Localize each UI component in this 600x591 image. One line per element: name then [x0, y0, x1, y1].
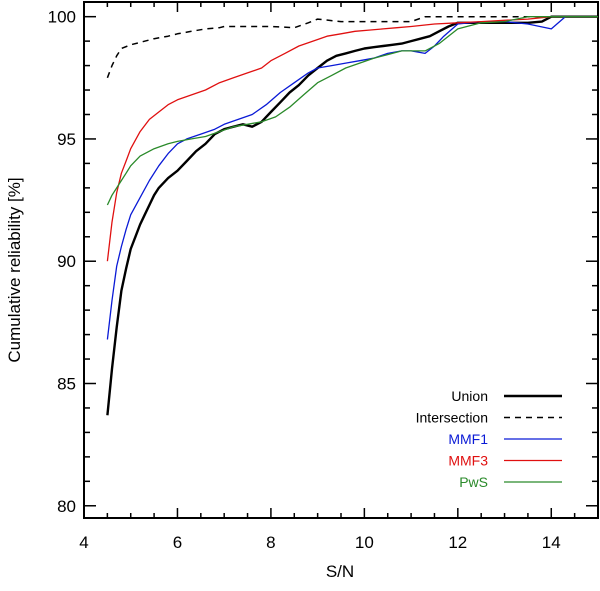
- y-tick-label: 100: [48, 8, 76, 27]
- axes: 4 6 8 10 12 14 80 85 90 95 100: [48, 1, 599, 552]
- x-tick-label: 10: [355, 533, 374, 552]
- legend-label-mmf3: MMF3: [448, 453, 488, 469]
- y-tick-label: 80: [57, 497, 76, 516]
- y-tick-label: 95: [57, 130, 76, 149]
- legend-label-intersection: Intersection: [416, 410, 488, 426]
- y-tick-label: 90: [57, 252, 76, 271]
- x-tick-label: 6: [173, 533, 182, 552]
- x-tick-label: 12: [448, 533, 467, 552]
- series-line-intersection: [106, 15, 598, 79]
- legend: Union Intersection MMF1 MMF3 PwS: [416, 388, 562, 490]
- x-tick-label: 4: [79, 533, 88, 552]
- legend-label-union: Union: [451, 388, 488, 404]
- x-tick-label: 8: [266, 533, 275, 552]
- series-line-mmf1: [106, 16, 598, 340]
- x-axis-title: S/N: [326, 562, 354, 581]
- x-tick-label: 14: [542, 533, 561, 552]
- plot-area: [106, 15, 598, 416]
- y-axis-title: Cumulative reliability [%]: [5, 177, 24, 362]
- y-tick-label: 85: [57, 374, 76, 393]
- plot-frame: [83, 1, 599, 519]
- series-line-mmf3: [106, 16, 598, 262]
- series-line-pws: [106, 16, 598, 206]
- legend-label-pws: PwS: [459, 474, 488, 490]
- legend-label-mmf1: MMF1: [448, 431, 488, 447]
- series-line-union: [106, 15, 598, 416]
